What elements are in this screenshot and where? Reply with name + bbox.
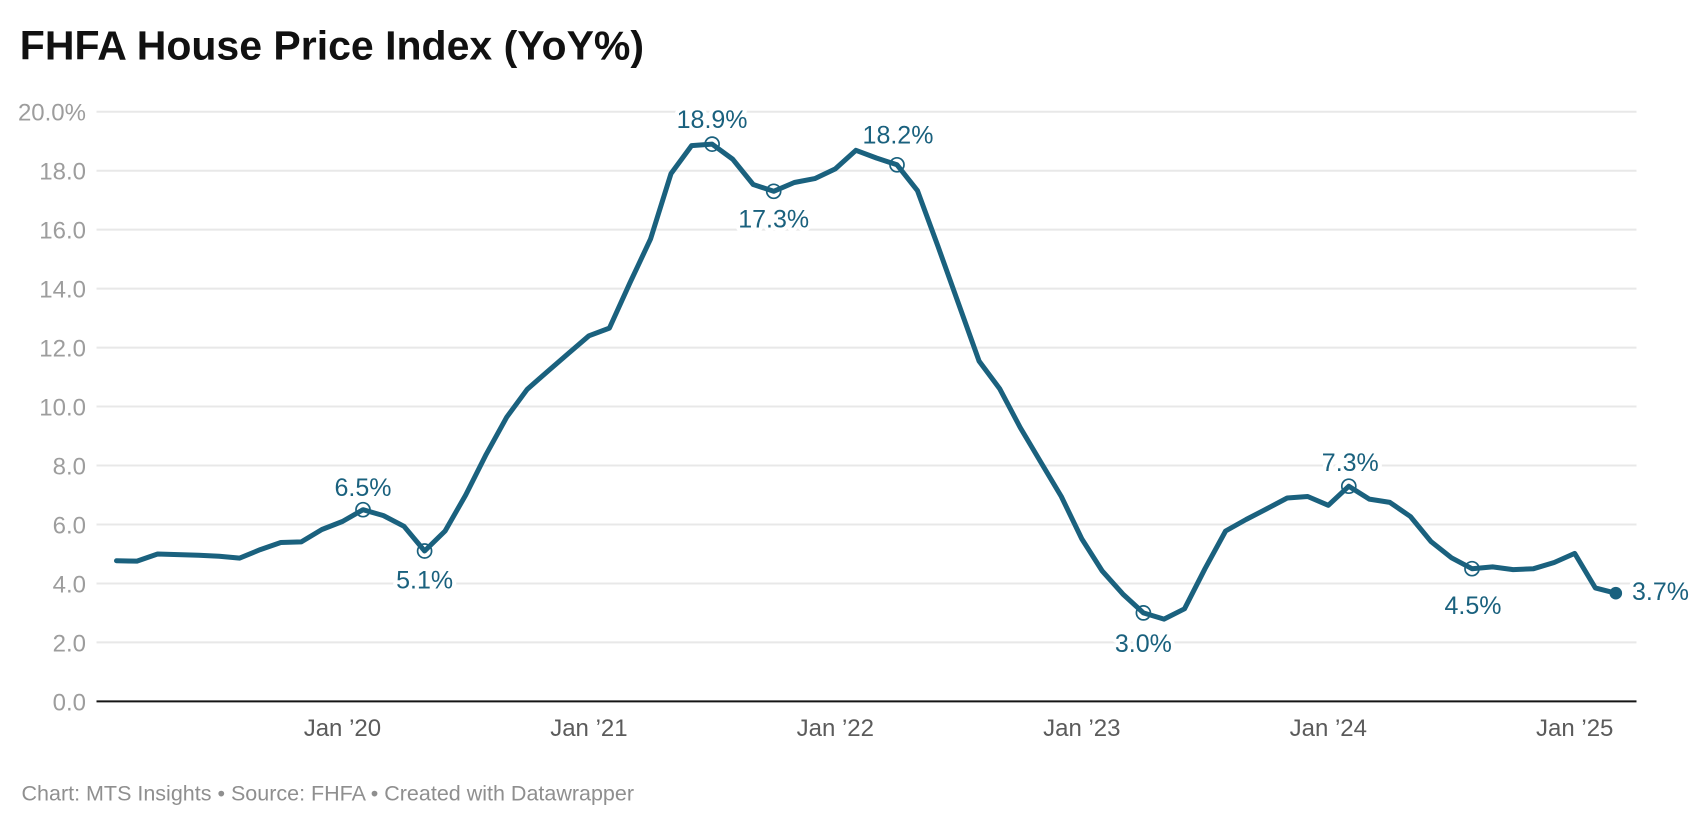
svg-text:2.0: 2.0: [53, 630, 86, 657]
svg-text:Jan ’25: Jan ’25: [1536, 715, 1613, 742]
svg-text:Jan ’21: Jan ’21: [550, 715, 627, 742]
svg-text:16.0: 16.0: [39, 218, 86, 245]
svg-text:FHFA House Price Index (YoY%): FHFA House Price Index (YoY%): [20, 23, 644, 69]
svg-text:12.0: 12.0: [39, 336, 86, 363]
svg-text:6.5%: 6.5%: [335, 474, 392, 502]
svg-text:4.0: 4.0: [53, 572, 86, 599]
svg-text:3.7%: 3.7%: [1632, 578, 1689, 606]
svg-text:10.0: 10.0: [39, 395, 86, 422]
svg-text:Chart: MTS Insights • Source:: Chart: MTS Insights • Source: FHFA • Cre…: [22, 782, 635, 806]
svg-text:Jan ’23: Jan ’23: [1043, 715, 1120, 742]
svg-text:14.0: 14.0: [39, 277, 86, 304]
svg-text:Jan ’24: Jan ’24: [1290, 715, 1367, 742]
svg-text:17.3%: 17.3%: [738, 206, 809, 234]
svg-text:18.0: 18.0: [39, 159, 86, 186]
svg-text:Jan ’22: Jan ’22: [797, 715, 874, 742]
svg-text:0.0: 0.0: [53, 689, 86, 716]
svg-text:6.0: 6.0: [53, 513, 86, 540]
svg-text:8.0: 8.0: [53, 454, 86, 481]
svg-text:4.5%: 4.5%: [1445, 592, 1502, 620]
svg-text:20.0%: 20.0%: [18, 100, 86, 127]
svg-text:18.9%: 18.9%: [677, 106, 748, 134]
svg-text:Jan ’20: Jan ’20: [304, 715, 381, 742]
svg-text:3.0%: 3.0%: [1115, 630, 1172, 658]
svg-text:7.3%: 7.3%: [1322, 449, 1379, 477]
svg-text:18.2%: 18.2%: [863, 122, 934, 150]
svg-text:5.1%: 5.1%: [396, 567, 453, 595]
